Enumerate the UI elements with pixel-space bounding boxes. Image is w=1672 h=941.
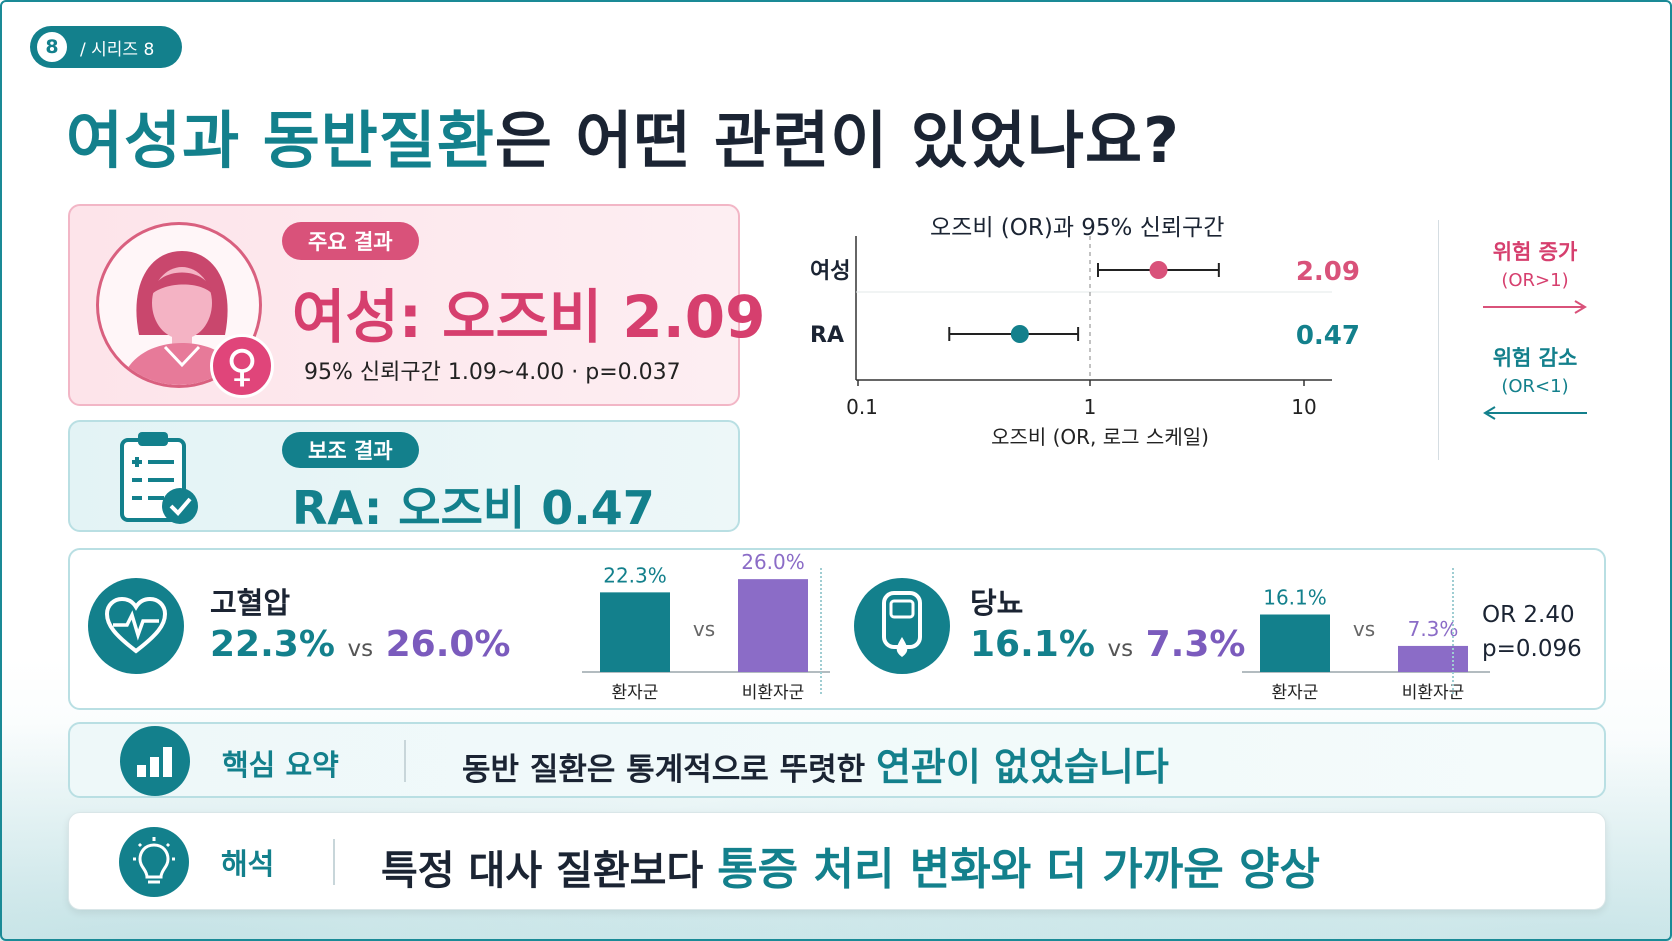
or-value-label: 2.09 <box>1296 257 1360 287</box>
x-tick-label: 10 <box>1291 395 1316 419</box>
bar-value-label: 16.1% <box>1263 586 1327 610</box>
secondary-result-card: 보조 결과 RA: 오즈비 0.47 <box>68 420 740 535</box>
row-label: RA <box>810 323 844 348</box>
forest-plot: 0.1 1 10 오즈비 (OR, 로그 스케일) 여성 2.09 RA 0.47 <box>810 236 1360 449</box>
interpretation-highlight: 통증 처리 변화와 더 가까운 양상 <box>717 844 1321 895</box>
risk-decrease-sub: (OR<1) <box>1501 376 1569 397</box>
series-number: 8 <box>34 29 70 65</box>
x-axis-label: 오즈비 (OR, 로그 스케일) <box>991 425 1209 449</box>
hypertension-title: 고혈압 <box>210 586 291 620</box>
or-point <box>1149 261 1168 279</box>
or-point <box>1010 325 1029 343</box>
summary-body: 동반 질환은 통계적으로 뚜렷한 <box>462 752 876 788</box>
bar-value-label: 7.3% <box>1408 617 1459 641</box>
clipboard-check-icon <box>114 428 206 528</box>
summary-highlight: 연관이 없었습니다 <box>875 745 1169 789</box>
diabetes-vs: vs <box>1107 636 1134 662</box>
bar-chart-icon <box>120 726 190 796</box>
bar <box>1398 645 1468 672</box>
interpretation-label: 해석 <box>221 847 275 881</box>
risk-increase-title: 위험 증가 <box>1492 240 1578 264</box>
primary-ci: 95% 신뢰구간 1.09~4.00 · p=0.037 <box>304 360 681 385</box>
risk-decrease-title: 위험 감소 <box>1492 346 1578 370</box>
hypertension-vs: vs <box>347 636 374 662</box>
diabetes-or: OR 2.40 <box>1482 602 1575 628</box>
bar-category-label: 비환자군 <box>1402 683 1465 703</box>
summary-divider <box>404 740 406 782</box>
venus-icon: ♀ <box>210 334 274 398</box>
bar-value-label: 26.0% <box>741 552 805 574</box>
risk-increase-sub: (OR>1) <box>1501 270 1569 291</box>
risk-increase-legend: 위험 증가 (OR>1) <box>1470 236 1600 321</box>
interpretation-text: 특정 대사 질환보다 통증 처리 변화와 더 가까운 양상 <box>381 833 1320 897</box>
interpretation-card: 해석 특정 대사 질환보다 통증 처리 변화와 더 가까운 양상 <box>68 812 1606 910</box>
legend-divider <box>1438 220 1439 460</box>
bar-category-label: 환자군 <box>612 683 659 703</box>
bar-category-label: 환자군 <box>1272 683 1319 703</box>
hypertension-values: 22.3% vs 26.0% <box>210 624 511 665</box>
hypertension-bar-chart: 22.3% 환자군 26.0% 비환자군 vs <box>582 552 830 703</box>
vs-label: vs <box>1353 617 1375 641</box>
series-label: / 시리즈 8 <box>80 39 155 60</box>
or-value-label: 0.47 <box>1296 321 1360 351</box>
section-divider <box>1452 568 1454 694</box>
page-title: 여성과 동반질환은 어떤 관련이 있었나요? <box>66 90 1180 180</box>
summary-card: 핵심 요약 동반 질환은 통계적으로 뚜렷한 연관이 없었습니다 <box>68 722 1606 798</box>
diabetes-values: 16.1% vs 7.3% <box>970 624 1245 665</box>
arrow-right-icon <box>1483 300 1587 314</box>
primary-result-card: ♀ 주요 결과 여성: 오즈비 2.09 95% 신뢰구간 1.09~4.00 … <box>68 204 765 406</box>
section-divider <box>820 568 822 694</box>
vs-label: vs <box>693 617 715 641</box>
bar-category-label: 비환자군 <box>742 683 805 703</box>
x-tick-label: 1 <box>1084 395 1097 419</box>
lightbulb-icon <box>119 827 189 897</box>
heart-pulse-icon <box>88 578 184 674</box>
bar <box>600 592 670 672</box>
hypertension-patient-value: 22.3% <box>210 624 335 665</box>
interpretation-body: 특정 대사 질환보다 <box>381 848 718 894</box>
row-label: 여성 <box>810 259 850 284</box>
secondary-badge: 보조 결과 <box>282 432 419 468</box>
glucose-meter-icon <box>854 578 950 674</box>
diabetes-p: p=0.096 <box>1482 636 1582 662</box>
series-badge: 8 / 시리즈 8 <box>30 26 182 68</box>
chart-title: 오즈비 (OR)과 95% 신뢰구간 <box>930 215 1225 241</box>
diabetes-patient-value: 16.1% <box>970 624 1095 665</box>
x-tick-label: 0.1 <box>846 395 878 419</box>
diabetes-control-value: 7.3% <box>1145 624 1246 665</box>
diabetes-bar-chart: 16.1% 환자군 7.3% 비환자군 vs <box>1242 586 1490 703</box>
diabetes-title: 당뇨 <box>970 586 1024 620</box>
risk-decrease-legend: 위험 감소 (OR<1) <box>1470 342 1600 427</box>
interpretation-divider <box>333 839 335 885</box>
arrow-left-icon <box>1483 406 1587 420</box>
primary-badge: 주요 결과 <box>282 222 419 260</box>
bar <box>1260 614 1330 672</box>
hypertension-control-value: 26.0% <box>385 624 511 665</box>
summary-text: 동반 질환은 통계적으로 뚜렷한 연관이 없었습니다 <box>462 736 1169 791</box>
title-rest: 은 어떤 관련이 있었나요? <box>494 104 1180 177</box>
summary-label: 핵심 요약 <box>222 748 339 782</box>
bar-value-label: 22.3% <box>603 563 667 587</box>
diabetes-or-stats: OR 2.40 p=0.096 <box>1482 598 1582 666</box>
secondary-headline: RA: 오즈비 0.47 <box>292 481 655 535</box>
title-highlight: 여성과 동반질환 <box>66 104 495 177</box>
comorbidity-card: 고혈압 22.3% vs 26.0% 22.3% 환자군 26.0% 비환자군 vs 당… <box>68 548 1606 710</box>
bar <box>738 579 808 672</box>
primary-headline: 여성: 오즈비 2.09 <box>292 283 766 351</box>
